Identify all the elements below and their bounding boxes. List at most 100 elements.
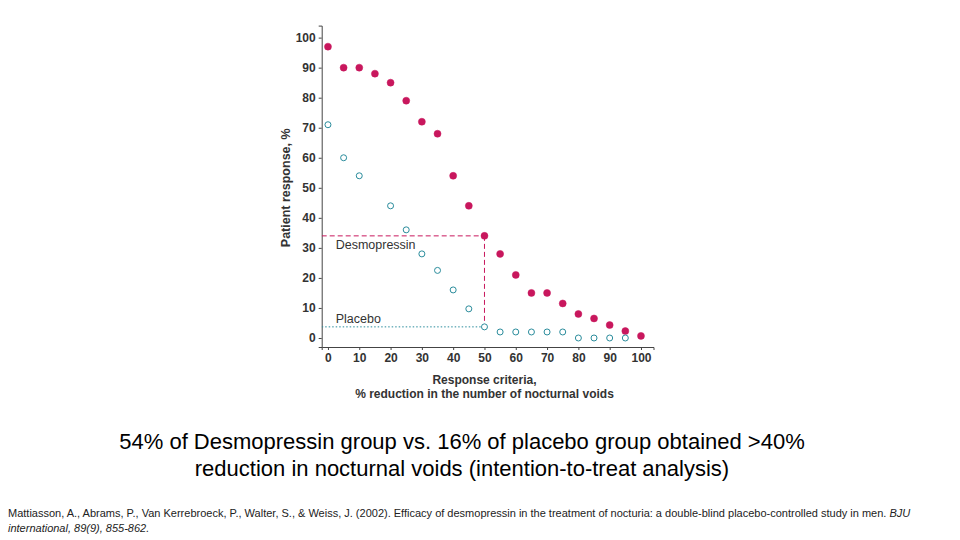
space bbox=[886, 507, 889, 519]
tick-mark bbox=[319, 308, 322, 309]
tick: 50 bbox=[478, 347, 492, 365]
x-axis-title: % reduction in the number of nocturnal v… bbox=[355, 387, 614, 401]
point bbox=[465, 202, 472, 209]
point bbox=[528, 329, 534, 335]
tick: 80 bbox=[302, 91, 321, 105]
point bbox=[575, 335, 581, 341]
tick-label: 40 bbox=[302, 211, 316, 225]
tick-label: 80 bbox=[302, 91, 316, 105]
caption: reduction in nocturnal voids (intention-… bbox=[195, 456, 729, 481]
tick-mark bbox=[319, 278, 322, 279]
point bbox=[356, 173, 362, 179]
tick-label: 30 bbox=[416, 351, 430, 365]
point bbox=[591, 335, 597, 341]
tick: 0 bbox=[309, 331, 322, 345]
tick: 0 bbox=[325, 347, 332, 365]
tick: 100 bbox=[296, 31, 322, 45]
point bbox=[560, 329, 566, 335]
point bbox=[606, 322, 613, 329]
point bbox=[497, 250, 504, 257]
reference-line bbox=[322, 326, 485, 327]
point bbox=[325, 122, 331, 128]
tick-label: 20 bbox=[302, 271, 316, 285]
point bbox=[341, 155, 347, 161]
tick: 30 bbox=[416, 347, 430, 365]
tick-label: 0 bbox=[325, 351, 332, 365]
point bbox=[340, 64, 347, 71]
point bbox=[324, 43, 331, 50]
reference-line bbox=[322, 235, 485, 236]
point bbox=[575, 310, 582, 317]
axis-line bbox=[319, 26, 323, 347]
point bbox=[450, 287, 456, 293]
tick-label: 80 bbox=[572, 351, 586, 365]
point bbox=[418, 118, 425, 125]
x-axis-title: Response criteria, bbox=[432, 373, 536, 387]
tick: 20 bbox=[384, 347, 398, 365]
tick-label: 90 bbox=[302, 61, 316, 75]
tick: 80 bbox=[572, 347, 586, 365]
point bbox=[497, 329, 503, 335]
series bbox=[325, 122, 628, 341]
tick-label: 20 bbox=[384, 351, 398, 365]
tick-label: 50 bbox=[478, 351, 492, 365]
x-axis: 0 10 20 30 40 50 60 70 80 90 100 bbox=[322, 347, 654, 365]
series-label: Desmopressin bbox=[336, 238, 416, 252]
tick: 90 bbox=[302, 61, 321, 75]
point bbox=[591, 315, 598, 322]
citation-text: Mattiasson, A., Abrams, P., Van Kerrebro… bbox=[8, 507, 886, 519]
tick-label: 100 bbox=[631, 351, 651, 365]
point bbox=[481, 232, 488, 239]
tick-label: 70 bbox=[302, 121, 316, 135]
tick-label: 60 bbox=[510, 351, 524, 365]
tick-label: 60 bbox=[302, 151, 316, 165]
point bbox=[371, 70, 378, 77]
point bbox=[356, 64, 363, 71]
tick-label: 10 bbox=[353, 351, 367, 365]
tick-mark bbox=[319, 188, 322, 189]
citation: Mattiasson, A., Abrams, P., Van Kerrebro… bbox=[8, 506, 943, 536]
tick-label: 30 bbox=[302, 241, 316, 255]
point bbox=[544, 289, 551, 296]
tick-label: 90 bbox=[603, 351, 617, 365]
point bbox=[435, 267, 441, 273]
tick-mark bbox=[319, 248, 322, 249]
y-axis-title: Patient response, % bbox=[279, 128, 293, 247]
series-label: Placebo bbox=[336, 312, 381, 326]
point bbox=[622, 335, 628, 341]
tick: 90 bbox=[603, 347, 617, 365]
point bbox=[637, 332, 644, 339]
point bbox=[387, 79, 394, 86]
tick: 10 bbox=[302, 301, 321, 315]
point bbox=[419, 251, 425, 257]
point bbox=[466, 306, 472, 312]
tick-mark bbox=[319, 158, 322, 159]
tick: 70 bbox=[541, 347, 555, 365]
point bbox=[388, 203, 394, 209]
tick: 50 bbox=[302, 181, 321, 195]
point bbox=[622, 328, 629, 335]
point bbox=[403, 97, 410, 104]
tick-mark bbox=[319, 98, 322, 99]
caption: 54% of Desmopressin group vs. 16% of pla… bbox=[119, 429, 805, 454]
reference-line bbox=[484, 236, 485, 327]
tick: 40 bbox=[302, 211, 321, 225]
tick-label: 100 bbox=[296, 31, 316, 45]
tick: 100 bbox=[631, 347, 651, 365]
tick-label: 40 bbox=[447, 351, 461, 365]
tick: 60 bbox=[510, 347, 524, 365]
tick-mark bbox=[319, 38, 322, 39]
point bbox=[544, 329, 550, 335]
point bbox=[434, 130, 441, 137]
point bbox=[481, 324, 487, 330]
tick-mark bbox=[319, 218, 322, 219]
tick: 10 bbox=[353, 347, 367, 365]
tick-mark bbox=[319, 338, 322, 339]
y-axis: 0 10 20 30 40 50 60 70 80 90 100 bbox=[296, 26, 323, 347]
chart: 0 10 20 30 40 50 60 70 80 90 100 0 10 20 30 40 50 60 70 80 9… bbox=[0, 0, 960, 540]
tick-label: 10 bbox=[302, 301, 316, 315]
point bbox=[403, 227, 409, 233]
tick-label: 50 bbox=[302, 181, 316, 195]
tick: 40 bbox=[447, 347, 461, 365]
tick-mark bbox=[319, 128, 322, 129]
